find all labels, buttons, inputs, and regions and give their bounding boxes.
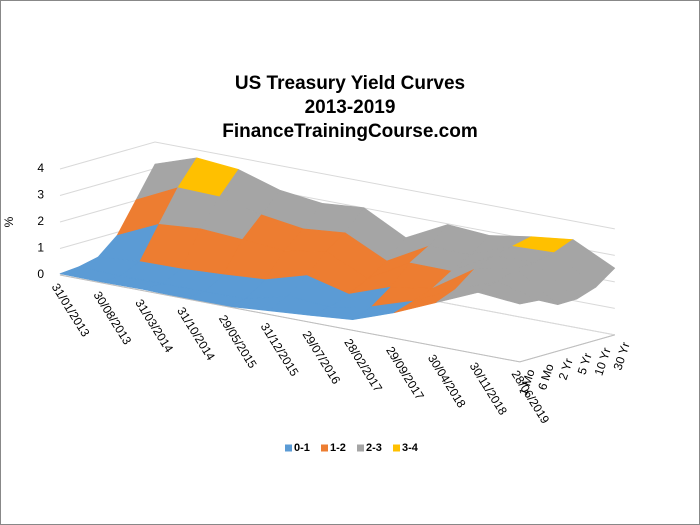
legend-swatch xyxy=(393,444,400,452)
maturity-axis xyxy=(519,334,615,363)
grid-line xyxy=(59,141,615,230)
legend-label: 1-2 xyxy=(330,442,346,454)
date-axis xyxy=(59,274,520,363)
legend-label: 2-3 xyxy=(366,442,382,454)
legend-swatch xyxy=(357,444,364,452)
surface-cell xyxy=(477,281,540,305)
legend-swatch xyxy=(285,444,292,452)
y-tick-label: 1 xyxy=(37,241,44,255)
chart-subtitle: 2013-2019 xyxy=(305,97,396,118)
depth-tick-label: 2 Yr xyxy=(556,357,576,382)
legend-swatch xyxy=(321,444,328,452)
chart-source: FinanceTrainingCourse.com xyxy=(222,121,478,142)
y-tick-label: 0 xyxy=(37,267,44,281)
legend-label: 0-1 xyxy=(294,442,310,454)
y-tick-label: 4 xyxy=(37,161,44,175)
y-axis-label: % xyxy=(2,216,16,227)
chart-title: US Treasury Yield Curves xyxy=(235,73,465,94)
y-tick-label: 3 xyxy=(37,188,44,202)
y-tick-label: 2 xyxy=(37,214,44,228)
depth-tick-label: 5 Yr xyxy=(575,351,595,376)
legend-label: 3-4 xyxy=(402,442,419,454)
